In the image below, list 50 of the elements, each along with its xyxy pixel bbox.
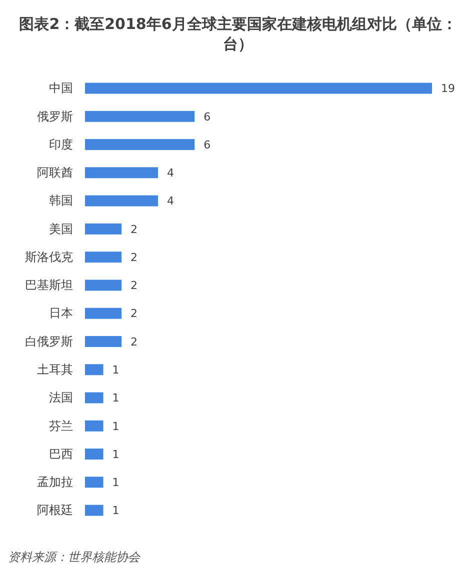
y-tick-label: 日本: [49, 306, 73, 320]
y-tick-label: 阿联酋: [37, 166, 73, 180]
data-label: 2: [130, 250, 138, 264]
bar: [85, 504, 104, 516]
bar: [85, 110, 195, 122]
bar: [85, 82, 432, 94]
y-tick-label: 俄罗斯: [37, 109, 73, 124]
data-label: 19: [441, 82, 455, 96]
bar: [85, 336, 122, 347]
bar: [85, 280, 122, 291]
bar: [85, 448, 104, 460]
y-tick-label: 韩国: [49, 194, 73, 208]
data-label: 1: [112, 476, 120, 490]
y-tick-label: 阿根廷: [37, 503, 73, 518]
data-label: 2: [130, 335, 138, 348]
y-tick-label: 印度: [49, 137, 73, 152]
bar: [85, 167, 158, 178]
y-tick-label: 斯洛伐克: [25, 250, 73, 264]
y-tick-label: 白俄罗斯: [25, 334, 73, 348]
bar: [85, 139, 195, 150]
y-tick-label: 巴基斯坦: [25, 278, 73, 292]
y-tick-label: 中国: [49, 81, 73, 96]
chart-title: 图表2：截至2018年6月全球主要国家在建核电机组对比（单位：台）: [19, 15, 457, 53]
data-label: 6: [204, 138, 211, 152]
bar: [85, 195, 158, 206]
data-label: 4: [167, 194, 174, 208]
data-label: 2: [130, 279, 138, 292]
data-label: 6: [204, 110, 211, 124]
data-label: 1: [112, 363, 120, 376]
text: 资料来源：世界核能协会: [8, 550, 141, 564]
data-label: 2: [130, 222, 138, 236]
bar: [85, 476, 104, 488]
y-tick-label: 土耳其: [37, 362, 73, 376]
y-tick-label: 芬兰: [49, 418, 73, 433]
data-label: 1: [112, 448, 120, 461]
y-tick-label: 巴西: [49, 446, 73, 461]
bar: [85, 252, 122, 263]
bar: [85, 364, 104, 376]
bar: [85, 420, 104, 432]
y-tick-label: 美国: [49, 222, 73, 236]
data-label: 2: [130, 307, 138, 320]
data-label: 1: [112, 392, 120, 405]
y-tick-label: 法国: [49, 390, 73, 405]
data-label: 1: [112, 504, 120, 518]
data-label: 4: [167, 166, 174, 180]
y-tick-label: 孟加拉: [37, 475, 73, 490]
data-label: 1: [112, 420, 120, 433]
bar: [85, 223, 122, 234]
bar: [85, 308, 122, 319]
bar: [85, 392, 104, 404]
